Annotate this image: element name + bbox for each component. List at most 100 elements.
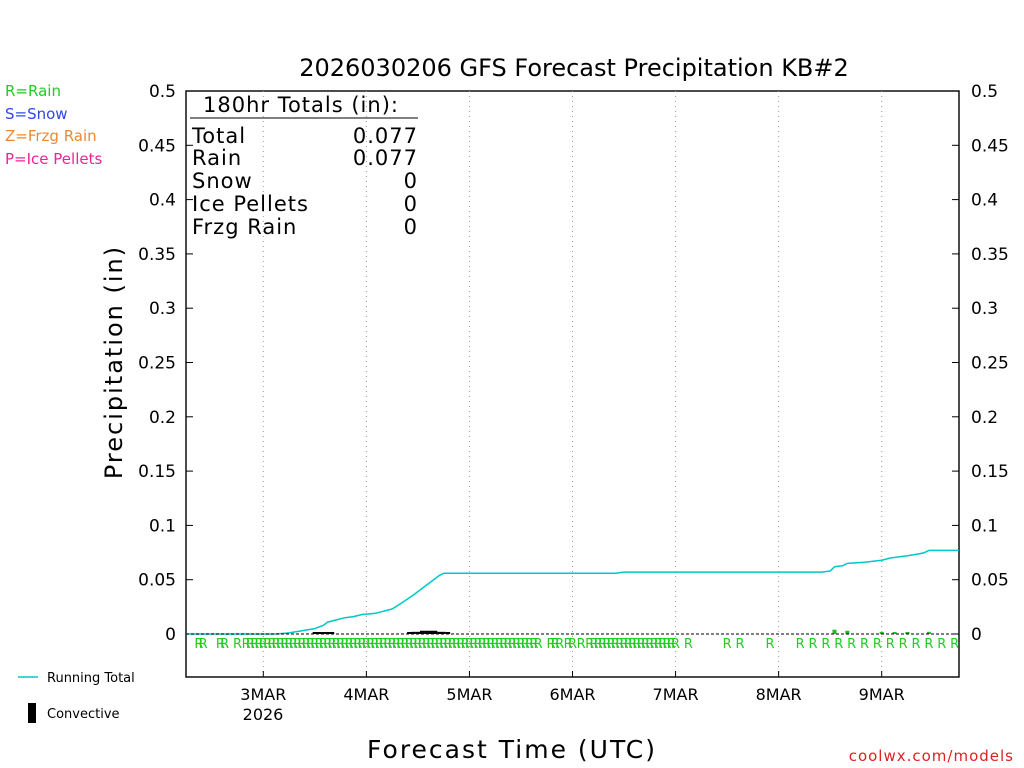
precip-type-mark: R <box>319 637 328 652</box>
x-tick-label: 7MAR <box>653 685 699 704</box>
precip-type-mark: R <box>199 637 208 652</box>
precip-type-mark: R <box>589 637 598 652</box>
running-total-line <box>186 549 959 635</box>
precip-type-mark: R <box>370 637 379 652</box>
precip-type-mark: R <box>366 637 375 652</box>
precip-bar <box>892 632 897 634</box>
precip-type-mark: R <box>422 637 431 652</box>
x-tick-label: 8MAR <box>756 685 802 704</box>
precip-type-mark: R <box>512 637 521 652</box>
totals-row-name: Total <box>191 124 246 148</box>
precip-type-mark: R <box>808 637 817 652</box>
precip-bar <box>926 631 931 634</box>
precip-type-mark: R <box>534 637 543 652</box>
convective-bar <box>329 632 335 634</box>
totals-row-value: 0 <box>404 192 418 216</box>
x-tick-label: 3MAR <box>240 685 286 704</box>
precip-type-mark: R <box>662 637 671 652</box>
precip-type-mark: R <box>310 637 319 652</box>
precip-type-mark: R <box>637 637 646 652</box>
x-axis-ticks: 3MAR 4MAR 5MAR 6MAR 7MAR 8MAR 9MAR <box>240 671 905 704</box>
precip-type-mark: R <box>577 637 586 652</box>
y-tick-label-left: 0.3 <box>149 299 176 319</box>
precip-type-mark: R <box>473 637 482 652</box>
precip-type-mark: R <box>667 637 676 652</box>
precip-type-mark: R <box>521 637 530 652</box>
precip-type-mark: R <box>456 637 465 652</box>
precip-type-mark: R <box>405 637 414 652</box>
precip-type-mark: R <box>285 637 294 652</box>
y-tick-label-left: 0.15 <box>138 462 176 482</box>
convective-bar <box>437 631 442 634</box>
y-tick-label-right: 0.4 <box>971 191 998 211</box>
precip-type-mark: R <box>443 637 452 652</box>
precip-type-mark: R <box>950 637 959 652</box>
precip-type-mark: R <box>194 637 203 652</box>
precip-type-mark: R <box>615 637 624 652</box>
precip-type-mark: R <box>585 637 594 652</box>
precip-type-mark: R <box>516 637 525 652</box>
y-axis-label: Precipitation (in) <box>100 245 128 479</box>
precip-type-mark: R <box>641 637 650 652</box>
x-tick-label: 9MAR <box>859 685 905 704</box>
precip-type-mark: R <box>624 637 633 652</box>
precip-type-mark: R <box>886 637 895 652</box>
convective-bar <box>441 631 446 634</box>
precip-type-mark: R <box>602 637 611 652</box>
convective-bar <box>428 630 433 634</box>
precip-type-mark: R <box>242 637 251 652</box>
precip-type-mark: R <box>504 637 513 652</box>
precip-type-mark: R <box>478 637 487 652</box>
totals-row-name: Snow <box>192 169 253 193</box>
convective-bar <box>432 630 438 634</box>
y-tick-label-left: 0 <box>165 625 176 645</box>
precip-type-mark: R <box>486 637 495 652</box>
precip-type-mark: R <box>439 637 448 652</box>
precip-type-mark: R <box>529 637 538 652</box>
running-total-series <box>186 549 959 635</box>
precip-type-mark: R <box>860 637 869 652</box>
precip-type-mark: R <box>409 637 418 652</box>
totals-row-value: 0 <box>404 169 418 193</box>
precip-type-mark: R <box>834 637 843 652</box>
precip-type-mark: R <box>358 637 367 652</box>
precip-type-mark: R <box>246 637 255 652</box>
y-tick-label-right: 0.1 <box>971 516 998 536</box>
y-tick-label-left: 0.05 <box>138 571 176 591</box>
y-tick-label-left: 0.1 <box>149 516 176 536</box>
y-axis-left-ticks: 0 0.05 0.1 0.15 0.2 0.25 0.3 0.35 0.4 0.45 0.5 <box>138 82 193 645</box>
precip-type-mark: R <box>654 637 663 652</box>
precip-type-mark: R <box>426 637 435 652</box>
precip-type-mark: R <box>297 637 306 652</box>
convective-bar <box>419 630 425 634</box>
y-tick-label-left: 0.35 <box>138 245 176 265</box>
precip-type-mark: R <box>220 637 229 652</box>
precip-type-mark: R <box>435 637 444 652</box>
convective-bar <box>445 632 451 634</box>
precip-type-mark: R <box>293 637 302 652</box>
legend-freezing-rain: Z=Frzg Rain <box>5 127 97 145</box>
precip-type-mark: R <box>448 637 457 652</box>
precip-type-mark: R <box>289 637 298 652</box>
precip-bar <box>845 630 850 634</box>
precip-type-mark: R <box>598 637 607 652</box>
legend-convective: Convective <box>47 707 120 722</box>
precip-type-mark: R <box>259 637 268 652</box>
precip-bar <box>832 629 837 634</box>
totals-row-name: Frzg Rain <box>192 215 297 239</box>
legend-ice-pellets: P=Ice Pellets <box>5 150 102 168</box>
precip-type-mark: R <box>276 637 285 652</box>
precip-type-mark: R <box>280 637 289 652</box>
precip-type-mark: R <box>525 637 534 652</box>
precip-type-mark: R <box>551 637 560 652</box>
precip-type-mark: R <box>388 637 397 652</box>
precip-type-mark: R <box>396 637 405 652</box>
totals-row-value: 0.077 <box>353 124 418 148</box>
precip-type-mark: R <box>332 637 341 652</box>
precip-type-mark: R <box>628 637 637 652</box>
y-tick-label-left: 0.5 <box>149 82 176 102</box>
precip-type-mark: R <box>418 637 427 652</box>
totals-box: 180hr Totals (in): Total 0.077 Rain 0.07… <box>190 93 418 239</box>
precip-type-mark: R <box>491 637 500 652</box>
